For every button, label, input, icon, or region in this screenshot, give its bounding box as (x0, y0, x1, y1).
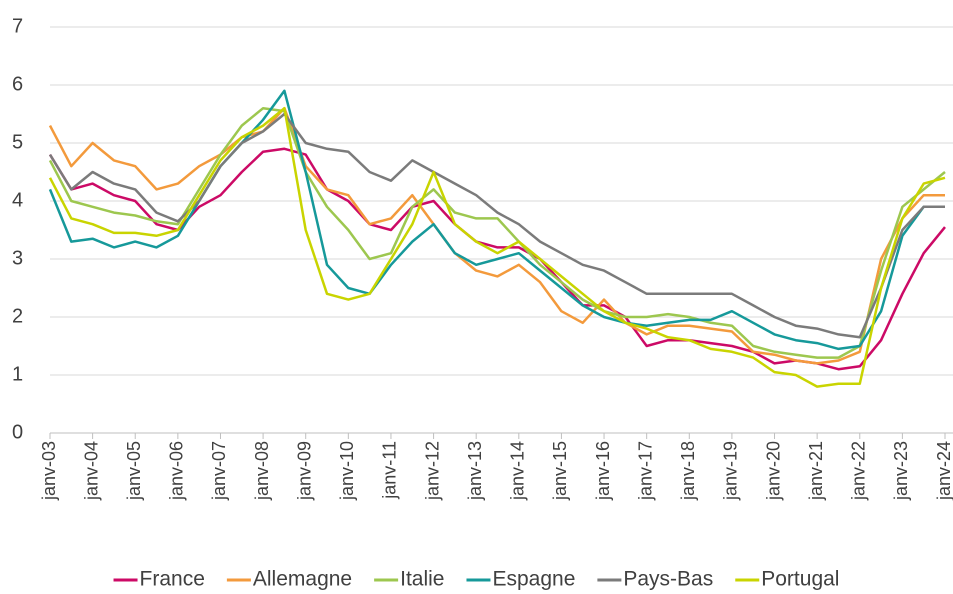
x-tick-label: janv-17 (635, 441, 655, 501)
x-tick-label: janv-23 (891, 441, 911, 501)
x-tick-label: janv-18 (678, 441, 698, 501)
series-line (48, 106, 946, 359)
x-tick-label: janv-16 (593, 441, 613, 501)
x-tick-label: janv-03 (39, 441, 59, 501)
x-tick-label: janv-06 (167, 441, 187, 501)
legend-label: Allemagne (253, 568, 352, 591)
x-tick-label: janv-24 (934, 441, 953, 501)
x-tick-label: janv-12 (422, 441, 442, 501)
series-line (48, 106, 945, 365)
x-tick-label: janv-05 (124, 441, 144, 501)
y-tick-label: 2 (12, 305, 23, 327)
x-tick-label: janv-22 (849, 441, 869, 501)
y-tick-label: 4 (12, 189, 23, 211)
y-tick-label: 1 (12, 363, 23, 385)
x-tick-label: janv-21 (806, 441, 826, 501)
y-tick-label: 3 (12, 247, 23, 269)
y-tick-label: 6 (12, 73, 23, 95)
x-tick-label: janv-10 (337, 441, 357, 501)
x-tick-label: janv-15 (550, 441, 570, 501)
legend-label: Espagne (492, 568, 575, 591)
x-tick-label: janv-19 (721, 441, 741, 501)
x-tick-label: janv-08 (252, 441, 272, 501)
x-tick-label: janv-07 (209, 441, 229, 501)
y-tick-label: 0 (12, 421, 23, 443)
x-tick-label: janv-13 (465, 441, 485, 501)
legend-label: Italie (400, 568, 444, 591)
x-tick-label: janv-14 (508, 441, 528, 501)
x-tick-label: janv-04 (81, 441, 101, 501)
legend-label: Pays-Bas (623, 568, 713, 591)
series-line (48, 106, 946, 388)
legend-label: France (140, 568, 205, 591)
series-line (48, 112, 945, 339)
x-tick-label: janv-11 (380, 441, 400, 500)
x-tick-label: janv-09 (294, 441, 314, 501)
x-tick-label: janv-20 (763, 441, 783, 501)
y-tick-label: 7 (12, 15, 23, 37)
legend-label: Portugal (761, 568, 839, 591)
y-tick-label: 5 (12, 131, 23, 153)
